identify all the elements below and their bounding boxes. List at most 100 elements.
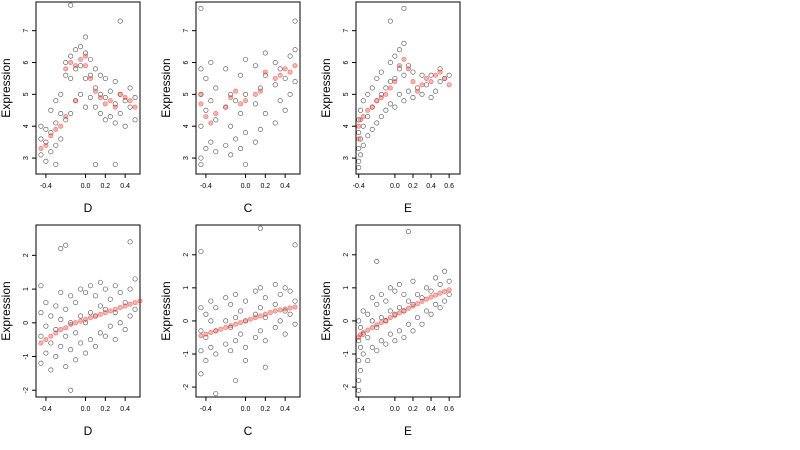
y-tick-label: -1 [343, 351, 350, 357]
observed-point [360, 351, 366, 357]
x-axis-title: D [84, 201, 93, 215]
fitted-point [252, 91, 258, 97]
fitted-point [97, 95, 103, 101]
observed-point [257, 85, 263, 91]
y-tick-label: -2 [343, 384, 350, 390]
fitted-point [127, 98, 133, 104]
plot-frame [35, 224, 141, 398]
observed-point [53, 161, 59, 167]
observed-point [208, 139, 214, 145]
fitted-point [392, 79, 398, 85]
observed-point [401, 98, 407, 104]
observed-point [87, 56, 93, 62]
fitted-point [102, 310, 108, 316]
observed-point [272, 60, 278, 66]
x-tick-label: 0.6 [444, 406, 454, 413]
y-tick-label: 0 [343, 319, 350, 323]
observed-point [360, 98, 366, 104]
observed-point [374, 258, 380, 264]
observed-point [107, 296, 113, 302]
fitted-point [228, 95, 234, 101]
y-tick-label: 0 [23, 321, 30, 325]
observed-point [38, 152, 44, 158]
observed-point [38, 333, 44, 339]
observed-point [38, 360, 44, 366]
observed-point [43, 139, 49, 145]
observed-point [233, 136, 239, 142]
observed-point [122, 300, 128, 306]
observed-point [87, 283, 93, 289]
x-tick-label: 0.0 [241, 406, 251, 413]
observed-point [213, 117, 219, 123]
observed-point [132, 117, 138, 123]
observed-point [401, 291, 407, 297]
observed-point [257, 225, 263, 231]
observed-point [442, 268, 448, 274]
observed-point [97, 72, 103, 78]
observed-point [262, 72, 268, 78]
x-tick-label: 0.4 [280, 406, 290, 413]
observed-point [378, 69, 384, 75]
observed-point [437, 305, 443, 311]
observed-point [112, 101, 118, 107]
observed-point [83, 104, 89, 110]
plot-frame [355, 224, 461, 398]
plot-frame [35, 1, 141, 175]
observed-point [424, 82, 430, 88]
observed-point [405, 321, 411, 327]
observed-point [243, 91, 249, 97]
observed-point [117, 320, 123, 326]
x-tick-label: -0.4 [353, 183, 365, 190]
observed-point [112, 120, 118, 126]
observed-point [53, 142, 59, 148]
observed-point [356, 158, 362, 164]
observed-point [365, 334, 371, 340]
observed-point [68, 293, 74, 299]
plot-frame [355, 1, 461, 175]
observed-point [208, 98, 214, 104]
observed-point [369, 85, 375, 91]
x-tick-label: 0.0 [390, 406, 400, 413]
fitted-point [396, 63, 402, 69]
fitted-point [378, 320, 384, 326]
y-tick-label: 1 [183, 286, 190, 290]
fitted-point [203, 114, 209, 120]
panel-bottom-right: -0.4 0.0 0.2 0.4 0.6 -2 -1 0 1 2 E Expression [319, 224, 461, 438]
observed-point [92, 85, 98, 91]
observed-point [83, 50, 89, 56]
fitted-point [233, 321, 239, 327]
observed-point [396, 305, 402, 311]
observed-point [396, 47, 402, 53]
observed-point [63, 364, 69, 370]
observed-point [392, 338, 398, 344]
y-axis-title: Expression [159, 58, 173, 117]
observed-point [414, 85, 420, 91]
observed-point [358, 368, 364, 374]
observed-point [122, 98, 128, 104]
observed-point [419, 91, 425, 97]
panel-bottom-middle: -0.4 0.0 0.2 0.4 -2 -1 0 1 2 C Expression [159, 224, 301, 438]
observed-point [102, 117, 108, 123]
observed-point [282, 285, 288, 291]
observed-point [83, 34, 89, 40]
observed-point [78, 44, 84, 50]
observed-point [63, 60, 69, 66]
observed-point [73, 47, 79, 53]
observed-point [387, 18, 393, 24]
observed-point [203, 107, 209, 113]
fitted-point [92, 313, 98, 319]
observed-point [257, 285, 263, 291]
x-tick-label: -0.4 [40, 406, 52, 413]
observed-point [392, 53, 398, 59]
fitted-point [127, 301, 133, 307]
fitted-point [213, 110, 219, 116]
fitted-point [63, 66, 69, 72]
fitted-point [257, 313, 263, 319]
fitted-point [287, 305, 293, 311]
observed-point [87, 310, 93, 316]
observed-point [238, 72, 244, 78]
fitted-point [369, 325, 375, 331]
observed-point [48, 149, 54, 155]
fitted-point [433, 72, 439, 78]
observed-point [63, 306, 69, 312]
